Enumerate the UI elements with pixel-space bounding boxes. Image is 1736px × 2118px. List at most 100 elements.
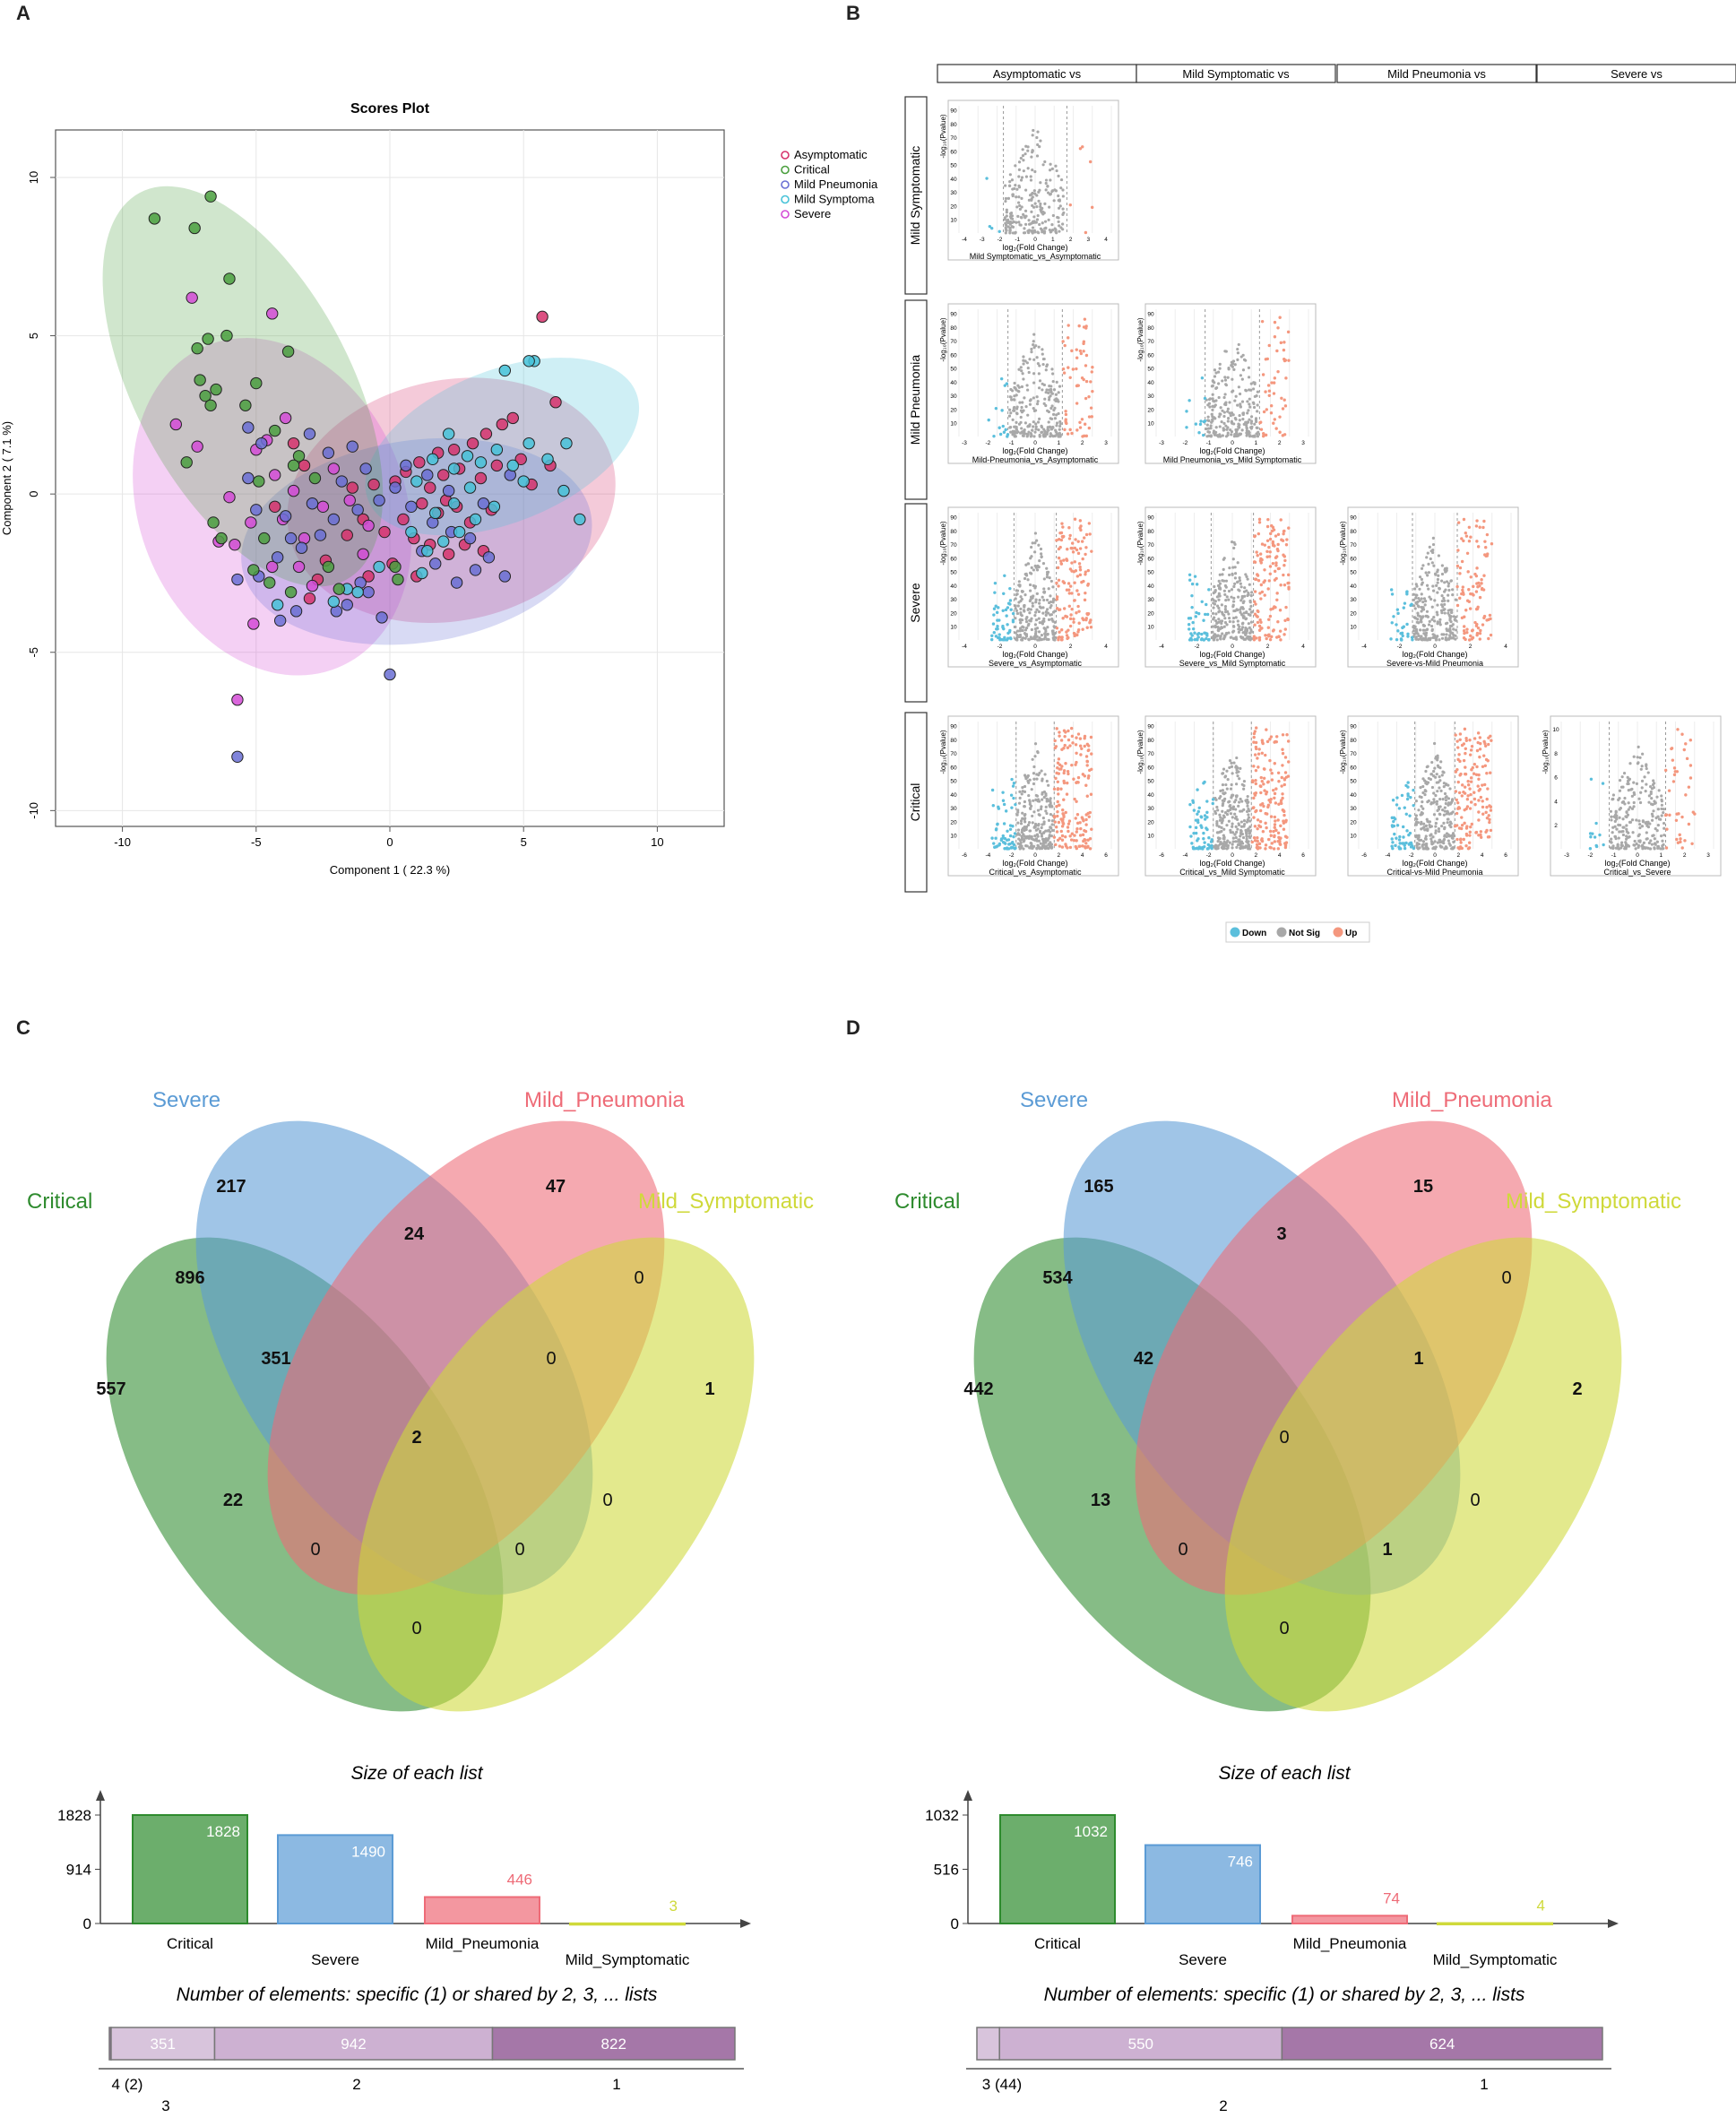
point-up	[1456, 521, 1461, 524]
subplot-xtick: 2	[1683, 852, 1687, 859]
size-bar-value: 1032	[1074, 1823, 1108, 1840]
point-not-sig	[1454, 616, 1457, 619]
legend-entry: Critical	[794, 163, 830, 177]
subplot-ytick: 30	[1147, 806, 1154, 812]
point-not-sig	[1027, 198, 1032, 202]
size-y-arrow	[96, 1790, 105, 1801]
point-down	[1193, 575, 1197, 578]
point-not-sig	[1620, 843, 1624, 848]
point-not-sig	[1223, 791, 1227, 795]
point-up	[1283, 341, 1286, 344]
point-not-sig	[1657, 789, 1661, 792]
point-not-sig	[1035, 627, 1040, 630]
scatter-point-severe	[279, 411, 292, 425]
point-not-sig	[1421, 840, 1426, 843]
point-not-sig	[1050, 828, 1055, 833]
point-not-sig	[1050, 617, 1054, 621]
point-not-sig	[1019, 366, 1023, 369]
point-up	[1254, 768, 1258, 773]
point-not-sig	[1421, 800, 1424, 804]
point-up	[1463, 727, 1467, 731]
venn-region-count: 0	[310, 1540, 320, 1560]
point-not-sig	[1241, 607, 1245, 610]
point-up	[1469, 780, 1473, 783]
point-up	[1058, 545, 1062, 549]
subplot-xlabel: log₂(Fold Change)	[1002, 446, 1067, 455]
point-not-sig	[1248, 426, 1253, 429]
point-up	[1083, 317, 1087, 321]
point-not-sig	[1253, 434, 1257, 438]
point-down	[1006, 601, 1011, 605]
scatter-point-mild-symptoma	[373, 560, 385, 574]
size-bar-category: Critical	[1034, 1935, 1081, 1952]
point-up	[1067, 772, 1070, 776]
point-up	[1083, 744, 1086, 748]
scatter-point-mild-pneumonia	[477, 497, 490, 510]
point-up	[1482, 782, 1487, 787]
point-down	[988, 224, 992, 229]
subplot-ytick: 90	[1350, 724, 1357, 730]
point-not-sig	[1031, 428, 1034, 432]
point-not-sig	[1042, 795, 1046, 800]
point-not-sig	[1047, 398, 1051, 402]
point-not-sig	[1026, 779, 1030, 782]
point-up	[1062, 771, 1066, 775]
point-not-sig	[1051, 631, 1055, 635]
point-not-sig	[1436, 756, 1439, 760]
point-not-sig	[1421, 847, 1425, 851]
column-header-box	[1336, 64, 1537, 83]
point-up	[1481, 623, 1485, 627]
point-not-sig	[1039, 808, 1043, 811]
point-up	[1070, 607, 1074, 611]
point-not-sig	[1223, 774, 1228, 778]
point-not-sig	[1640, 844, 1644, 848]
scatter-point-mild-pneumonia	[469, 564, 482, 576]
point-down	[1395, 824, 1400, 827]
point-not-sig	[1428, 595, 1431, 599]
point-not-sig	[1219, 841, 1222, 844]
point-up	[1066, 769, 1070, 774]
point-not-sig	[1436, 841, 1439, 844]
point-not-sig	[1016, 384, 1020, 387]
point-not-sig	[1212, 399, 1215, 402]
point-up	[1066, 548, 1069, 551]
point-up	[1268, 637, 1273, 642]
point-down	[1211, 798, 1215, 801]
subplot-ytick: 90	[950, 724, 957, 730]
point-down	[1011, 784, 1015, 788]
point-up	[1677, 812, 1680, 816]
point-not-sig	[1232, 616, 1236, 620]
subplot-xtick: 6	[1301, 852, 1305, 859]
point-up	[1455, 798, 1458, 802]
point-up	[1461, 783, 1464, 787]
point-not-sig	[1236, 774, 1239, 778]
point-not-sig	[1610, 818, 1613, 822]
point-up	[1267, 545, 1271, 549]
subplot-ytick: 80	[950, 529, 957, 535]
point-not-sig	[1024, 175, 1028, 178]
point-not-sig	[1058, 428, 1061, 431]
point-not-sig	[1425, 609, 1429, 613]
scatter-point-asymptomatic	[362, 570, 375, 583]
point-up	[1257, 842, 1262, 846]
point-not-sig	[1017, 160, 1022, 164]
point-not-sig	[1032, 636, 1035, 641]
point-up	[1067, 604, 1072, 608]
point-up	[1272, 829, 1275, 834]
point-up	[1059, 638, 1064, 642]
point-not-sig	[1032, 409, 1036, 412]
point-up	[1059, 635, 1064, 639]
point-not-sig	[1438, 775, 1441, 779]
point-not-sig	[1250, 630, 1254, 634]
point-not-sig	[1039, 638, 1043, 642]
point-up	[1274, 564, 1278, 567]
point-up	[1084, 364, 1088, 367]
point-not-sig	[1241, 368, 1246, 372]
point-not-sig	[1248, 418, 1251, 421]
point-up	[1464, 637, 1467, 642]
scatter-point-asymptomatic	[424, 481, 436, 494]
point-not-sig	[1236, 403, 1239, 407]
point-not-sig	[1222, 428, 1226, 431]
point-not-sig	[1225, 609, 1230, 613]
